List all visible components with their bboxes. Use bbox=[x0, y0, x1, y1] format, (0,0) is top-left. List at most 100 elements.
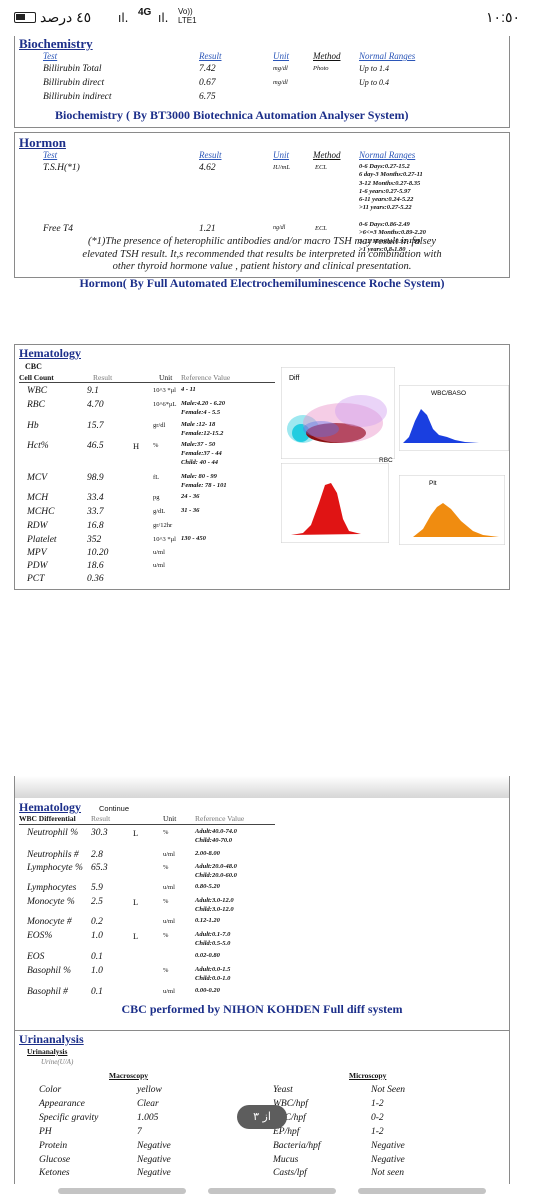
cbc-test-name: MCV bbox=[27, 473, 48, 483]
battery-icon bbox=[14, 12, 36, 23]
hematology-continue-section: Hematology Continue WBC Differential Res… bbox=[14, 776, 510, 1030]
macro-value: yellow bbox=[137, 1085, 162, 1095]
range-line: >1 years:0.8-1.80 bbox=[359, 245, 406, 253]
top-bar bbox=[15, 776, 509, 798]
diff-reference: Child:20.0-60.0 bbox=[195, 872, 237, 879]
cbc-result: 18.6 bbox=[87, 561, 104, 571]
signal-icon: ıl. bbox=[118, 11, 129, 25]
section-title: Hematology bbox=[19, 346, 81, 360]
cbc-test-name: Hb bbox=[27, 421, 39, 431]
cbc-test-name: PCT bbox=[27, 574, 45, 584]
micro-value: 1-2 bbox=[371, 1099, 384, 1109]
nav-pill-center[interactable] bbox=[208, 1188, 336, 1194]
diff-reference: 2.00-8.00 bbox=[195, 850, 220, 857]
cbc-unit: u/ml bbox=[153, 549, 165, 556]
micro-value: Not Seen bbox=[371, 1085, 406, 1095]
cbc-reference: 130 - 450 bbox=[181, 535, 206, 542]
diff-test-name: Lymphocytes bbox=[27, 883, 77, 893]
result-value: 6.75 bbox=[199, 92, 216, 102]
micro-test-name: Casts/lpf bbox=[273, 1168, 307, 1178]
diff-test-name: EOS bbox=[27, 952, 45, 962]
nav-pill-right[interactable] bbox=[358, 1188, 486, 1194]
diff-test-name: Monocyte # bbox=[27, 917, 72, 927]
macro-test-name: Protein bbox=[39, 1141, 68, 1151]
diff-unit: u/ml bbox=[163, 851, 175, 858]
col-ref: Reference Value bbox=[181, 373, 231, 382]
wbc-baso-chart: WBC/BASO bbox=[399, 385, 509, 451]
cbc-reference: Child: 40 - 44 bbox=[181, 459, 219, 466]
diff-unit: % bbox=[163, 829, 169, 836]
micro-test-name: WBC/hpf bbox=[273, 1099, 308, 1109]
diff-reference: Adult:20.0-48.0 bbox=[195, 863, 237, 870]
cbc-unit: 10^3 *μl bbox=[153, 536, 176, 543]
range: Up to 1.4 bbox=[359, 64, 389, 73]
table-row: Billirubin indirect bbox=[43, 92, 112, 102]
subtitle-cbc: CBC bbox=[25, 362, 42, 371]
diff-test-name: Lymphocyte % bbox=[27, 863, 83, 873]
table-row: Billirubin direct bbox=[43, 78, 105, 88]
cbc-result: 0.36 bbox=[87, 574, 104, 584]
cbc-reference: 31 - 36 bbox=[181, 507, 200, 514]
range-line: 6-11 years:0.24-5.22 bbox=[359, 196, 414, 204]
tsh-ranges: 0-6 Days:0.27-15.2 6 day-3 Months:0.27-1… bbox=[359, 163, 423, 213]
macro-value: Negative bbox=[137, 1168, 171, 1178]
col-cell: Cell Count bbox=[19, 373, 54, 382]
page-badge[interactable]: ۳ از bbox=[237, 1105, 287, 1129]
range-line: 3-12 Months:0.27-8.35 bbox=[359, 179, 421, 187]
flag-badge: H bbox=[133, 441, 140, 451]
micro-value: 1-2 bbox=[371, 1127, 384, 1137]
diff-result: 0.2 bbox=[91, 917, 103, 927]
cbc-reference: Female:37 - 44 bbox=[181, 450, 222, 457]
diff-reference: Child:0.0-1.0 bbox=[195, 975, 231, 982]
cbc-unit: fL bbox=[153, 474, 160, 481]
macro-header: Macroscopy bbox=[109, 1071, 149, 1080]
result-value: 7.42 bbox=[199, 64, 216, 74]
urine-subtitle: Urinanalysis bbox=[27, 1047, 68, 1056]
clock: ١٠:٥٠ bbox=[486, 9, 520, 25]
micro-value: Negative bbox=[371, 1155, 405, 1165]
t4-method: ECL bbox=[315, 225, 327, 232]
diff-result: 5.9 bbox=[91, 883, 103, 893]
col-result: Result bbox=[91, 814, 111, 823]
note-line: other thyroid hormone value , patient hi… bbox=[112, 261, 412, 272]
section-title: Urinanalysis bbox=[19, 1032, 84, 1046]
cbc-unit: 10^6*μL bbox=[153, 401, 177, 408]
cbc-reference: Male:4.20 - 6.20 bbox=[181, 400, 226, 407]
diff-test-name: Basophil # bbox=[27, 987, 68, 997]
diff-unit: % bbox=[163, 932, 169, 939]
wbc-baso-label: WBC/BASO bbox=[431, 390, 466, 397]
col-name: WBC Differential bbox=[19, 814, 76, 823]
cbc-reference: Male: 80 - 99 bbox=[181, 473, 217, 480]
urinanalysis-section: Urinanalysis Urinanalysis Urine(U/A) Mac… bbox=[14, 1030, 510, 1184]
cbc-reference: Male:37 - 50 bbox=[181, 441, 216, 448]
diff-reference: Adult:0.0-1.5 bbox=[195, 966, 231, 973]
col-test: Test bbox=[43, 51, 58, 61]
diff-reference: Child:3.0-12.0 bbox=[195, 906, 234, 913]
diff-reference: Child:40-70.0 bbox=[195, 837, 233, 844]
micro-test-name: Bacteria/hpf bbox=[273, 1141, 321, 1151]
diff-result: 2.5 bbox=[91, 897, 103, 907]
diff-unit: u/ml bbox=[163, 918, 175, 925]
range-line: >11 years:0.27-5.22 bbox=[359, 204, 412, 212]
rbc-label: RBC bbox=[379, 457, 393, 464]
unit: mg/dl bbox=[273, 65, 288, 72]
result-value: 0.67 bbox=[199, 78, 216, 88]
section-title: Biochemistry bbox=[19, 36, 93, 51]
micro-value: 0-2 bbox=[371, 1113, 384, 1123]
col-result: Result bbox=[199, 51, 222, 61]
cbc-reference: Male :12- 18 bbox=[181, 421, 216, 428]
cbc-reference: 24 - 36 bbox=[181, 493, 200, 500]
diff-result: 2.8 bbox=[91, 850, 103, 860]
plt-label: Plt bbox=[429, 480, 437, 487]
cbc-test-name: Hct% bbox=[27, 441, 49, 451]
tsh-test: T.S.H(*1) bbox=[43, 163, 80, 173]
nav-pill-left[interactable] bbox=[58, 1188, 186, 1194]
cbc-test-name: MCH bbox=[27, 493, 49, 503]
col-test: Test bbox=[43, 150, 58, 160]
battery-percentage: ٤٥ درصد bbox=[40, 9, 92, 25]
macro-value: Negative bbox=[137, 1155, 171, 1165]
biochemistry-section: Biochemistry Test Result Unit Method Nor… bbox=[14, 36, 510, 128]
diff-result: 65.3 bbox=[91, 863, 108, 873]
macro-test-name: Glucose bbox=[39, 1155, 71, 1165]
macro-test-name: Appearance bbox=[39, 1099, 85, 1109]
